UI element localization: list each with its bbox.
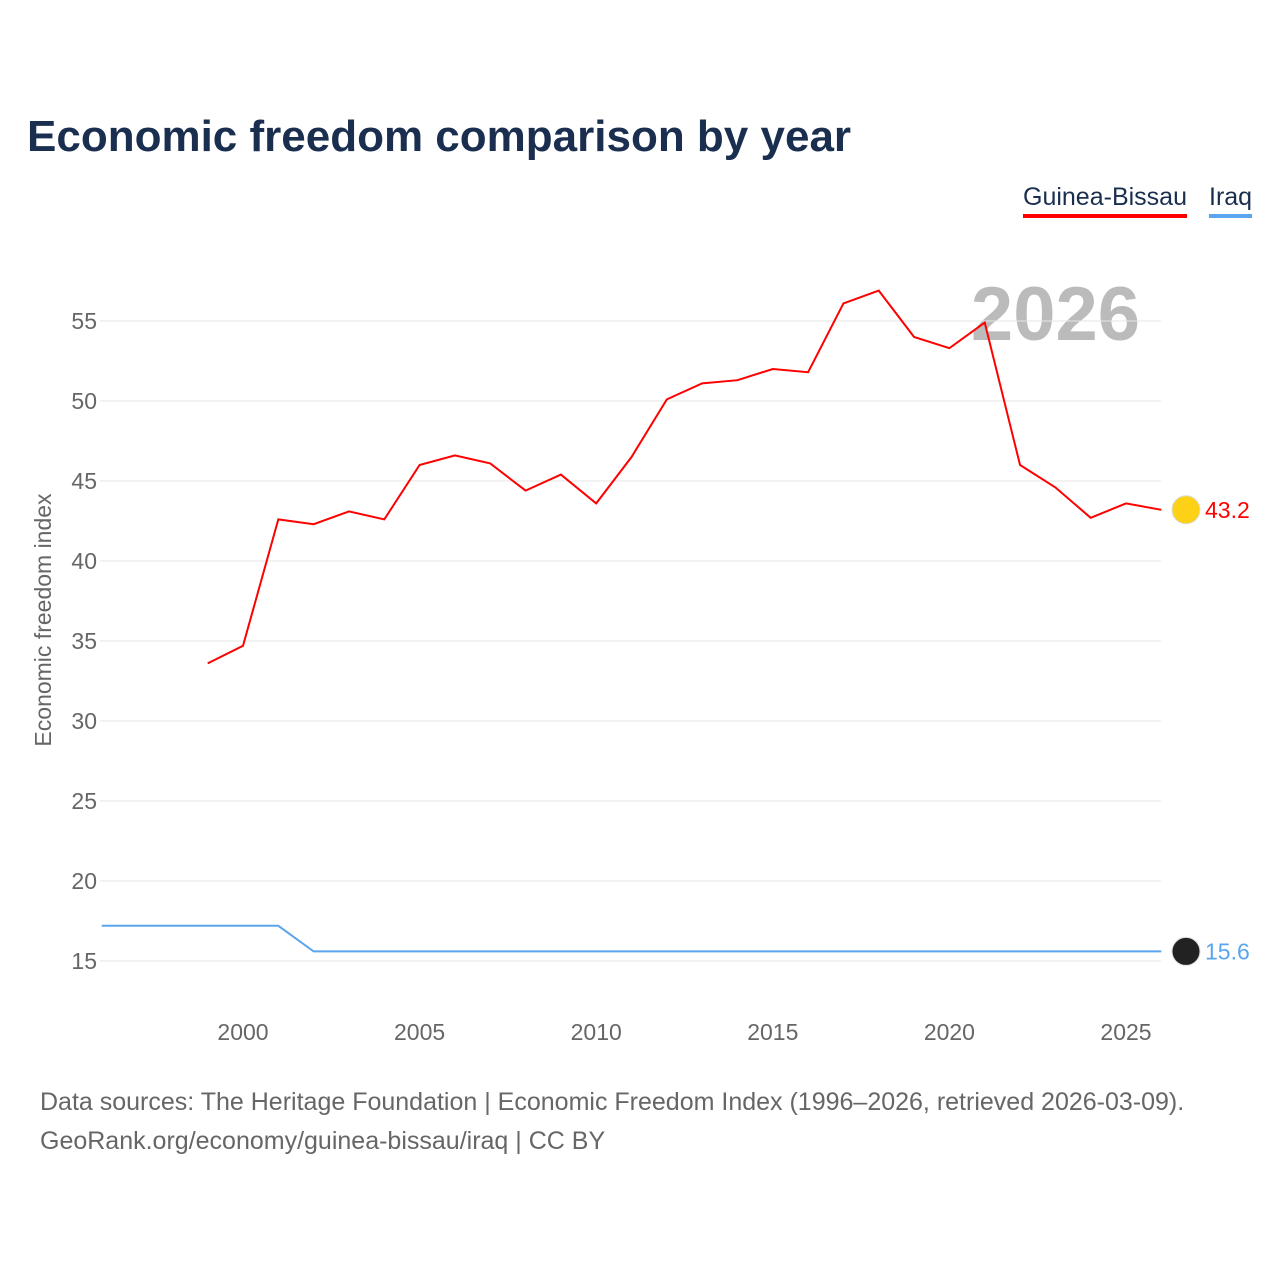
chart-area: 2026 Economic freedom index 152025303540…	[30, 272, 1250, 1045]
x-tick-label: 2025	[1100, 1019, 1151, 1045]
y-tick-label: 15	[71, 948, 97, 974]
series-line-iraq	[101, 924, 1162, 953]
y-tick-label: 20	[71, 868, 97, 894]
year-watermark: 2026	[971, 272, 1140, 357]
chart-title: Economic freedom comparison by year	[27, 112, 852, 161]
flag-icon	[1171, 936, 1201, 966]
x-tick-label: 2015	[747, 1019, 798, 1045]
x-tick-label: 2020	[924, 1019, 975, 1045]
end-label: 15.6	[1205, 938, 1250, 964]
y-tick-label: 35	[71, 628, 97, 654]
x-tick-label: 2010	[571, 1019, 622, 1045]
y-tick-label: 40	[71, 548, 97, 574]
x-tick-label: 2005	[394, 1019, 445, 1045]
y-tick-label: 30	[71, 708, 97, 734]
legend-guinea-bissau[interactable]: Guinea-Bissau	[1023, 183, 1187, 218]
x-tick-label: 2000	[217, 1019, 268, 1045]
source-line-1: Data sources: The Heritage Foundation | …	[40, 1088, 1185, 1116]
y-tick-label: 55	[71, 308, 97, 334]
y-tick-label: 25	[71, 788, 97, 814]
end-label: 43.2	[1205, 497, 1250, 523]
source-line-2: GeoRank.org/economy/guinea-bissau/iraq |…	[40, 1127, 606, 1155]
series-line-guinea-bissau	[207, 289, 1162, 665]
legend-iraq[interactable]: Iraq	[1209, 183, 1253, 218]
flag-icon	[1171, 495, 1201, 525]
y-axis-label: Economic freedom index	[30, 493, 56, 747]
y-tick-label: 50	[71, 388, 97, 414]
y-tick-label: 45	[71, 468, 97, 494]
